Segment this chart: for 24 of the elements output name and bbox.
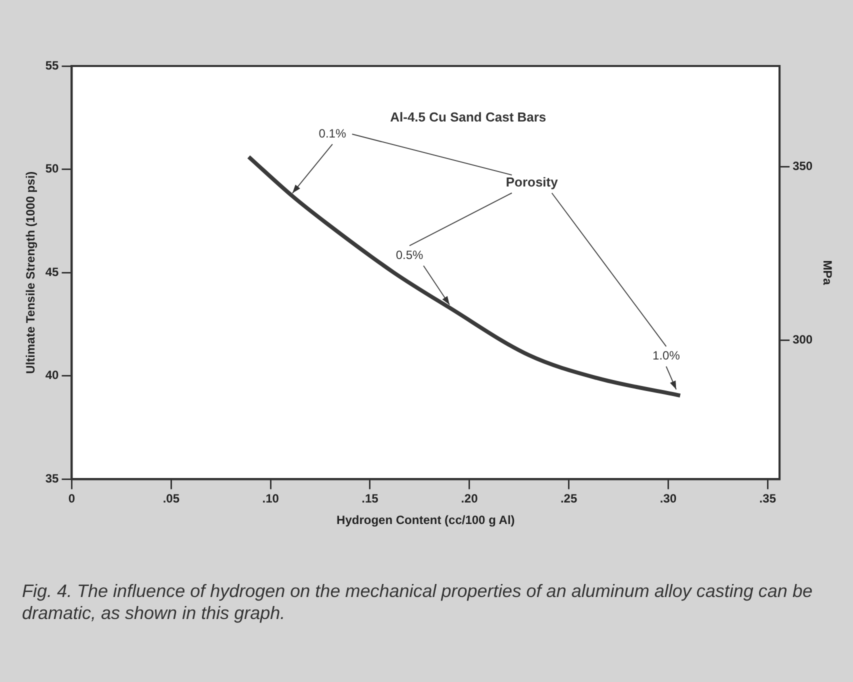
y-tick-label: 55 [45,58,60,72]
x-axis-title: Hydrogen Content (cc/100 g Al) [336,513,515,528]
x-tick-label: 0 [68,492,76,506]
annotation: Porosity [506,174,559,190]
x-tick-label: .20 [461,492,478,506]
x-tick-label: .15 [362,492,379,506]
text: Al-4.5 Cu Sand Cast Bars [390,110,546,125]
caption: Fig. 4. The influence of hydrogen on the mechanical properties of an aluminum alloy casting can be dramatic, as shown in this graph. [22,580,814,624]
x-tick-label: .25 [560,492,578,506]
y-tick-label: 35 [45,472,60,486]
x-tick-label: .30 [660,492,677,506]
y2-axis-title: MPa [820,260,834,286]
y-tick-label: 40 [45,368,60,382]
y-tick-label: 50 [45,162,60,176]
x-tick-label: .10 [262,492,280,506]
x-tick-label: .05 [162,492,180,506]
y2-tick-label: 300 [792,332,813,347]
annotation: 0.1% [318,126,346,140]
annotation: 0.5% [396,248,424,262]
x-tick-label: .35 [759,492,776,506]
y-tick-label: 45 [45,264,60,279]
y2-tick-label: 350 [792,159,813,174]
annotation: 1.0% [652,348,680,363]
y-axis-title: Ultimate Tensile Strength (1000 psi) [24,171,38,374]
